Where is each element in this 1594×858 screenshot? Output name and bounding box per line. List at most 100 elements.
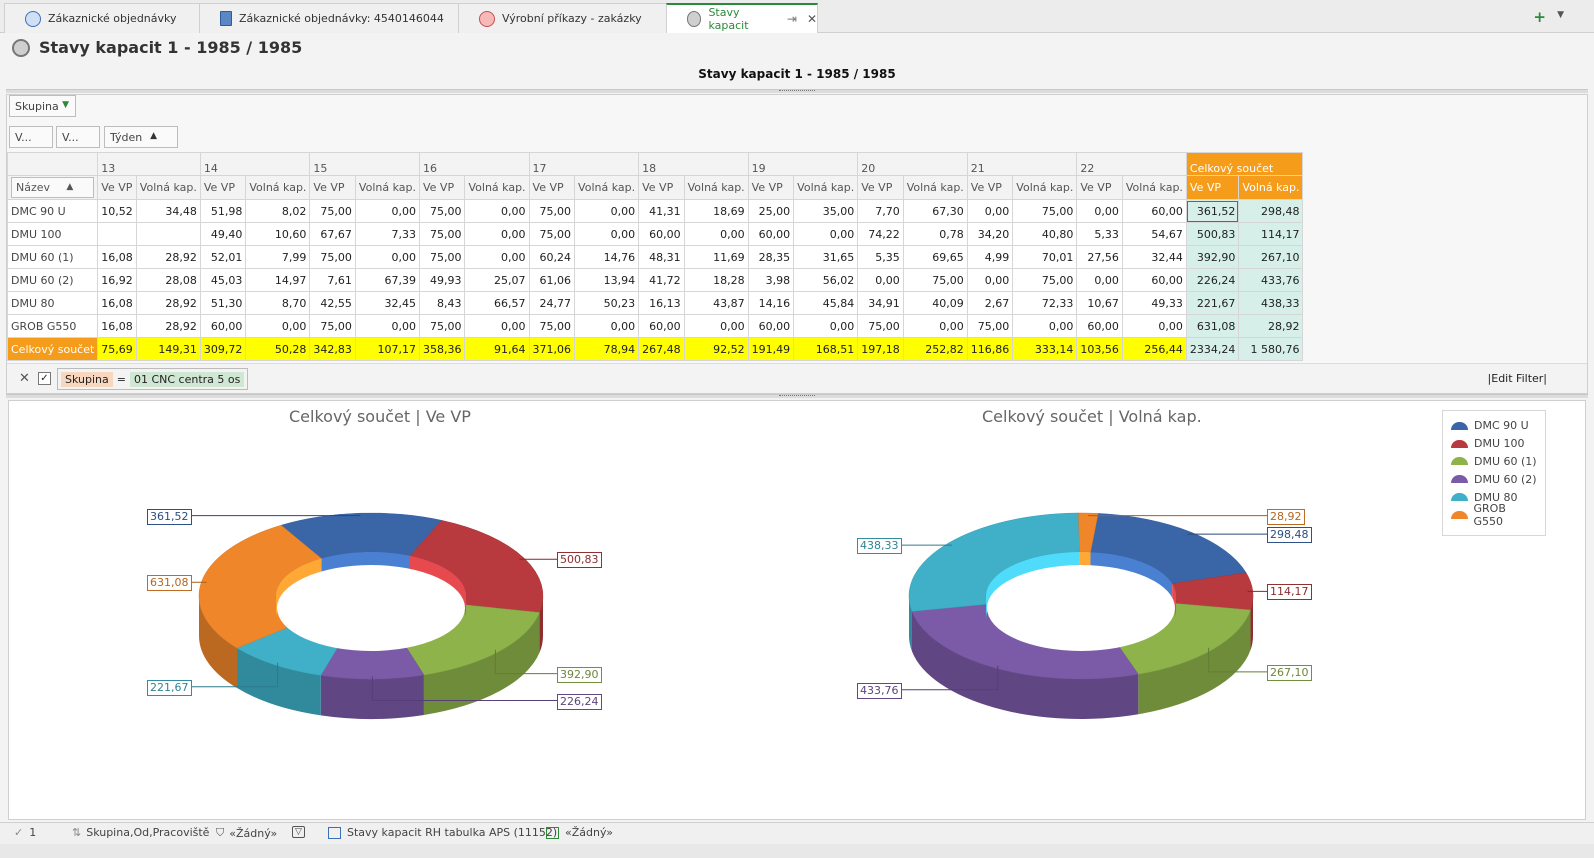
row-field-button[interactable]: Název ▲ — [11, 177, 95, 198]
data-cell[interactable]: 40,09 — [902, 291, 968, 315]
measure-header-ve-vp[interactable]: Ve VP — [528, 175, 576, 200]
data-cell[interactable]: 75,00 — [418, 222, 466, 246]
data-cell[interactable]: 18,69 — [683, 199, 749, 223]
data-cell[interactable]: 0,00 — [464, 199, 530, 223]
grand-total-cell[interactable]: 392,90 — [1185, 245, 1240, 269]
row-header[interactable]: DMU 60 (2) — [6, 268, 99, 292]
data-cell[interactable]: 75,00 — [857, 314, 904, 338]
data-cell[interactable]: 28,92 — [135, 291, 201, 315]
data-cell[interactable]: 75,00 — [418, 199, 466, 223]
data-cell[interactable]: 67,30 — [902, 199, 968, 223]
data-cell[interactable]: 60,00 — [638, 222, 685, 246]
data-cell[interactable]: 8,70 — [245, 291, 311, 315]
week-header[interactable]: 16 — [418, 152, 530, 176]
measure-header-volna-kap[interactable]: Volná kap. — [1121, 175, 1187, 200]
data-cell[interactable]: 7,70 — [857, 199, 904, 223]
total-cell[interactable]: 371,06 — [528, 337, 576, 361]
close-icon[interactable]: ✕ — [806, 12, 817, 26]
grand-total-cell[interactable]: 2334,24 — [1185, 337, 1240, 361]
data-cell[interactable]: 75,00 — [902, 268, 968, 292]
data-cell[interactable]: 2,67 — [966, 291, 1014, 315]
data-cell[interactable]: 67,67 — [309, 222, 356, 246]
week-header[interactable]: 21 — [966, 152, 1078, 176]
data-cell[interactable]: 0,00 — [464, 245, 530, 269]
data-cell[interactable]: 0,00 — [354, 199, 420, 223]
data-cell[interactable]: 66,57 — [464, 291, 530, 315]
measure-header-volna-kap[interactable]: Volná kap. — [793, 175, 859, 200]
total-cell[interactable]: 103,56 — [1076, 337, 1123, 361]
total-cell[interactable]: 50,28 — [245, 337, 311, 361]
chevron-down-icon[interactable]: ▼ — [1557, 10, 1564, 20]
layout-indicator[interactable]: Stavy kapacit RH tabulka APS (11152) — [328, 826, 557, 839]
total-cell[interactable]: 75,69 — [97, 337, 137, 361]
data-cell[interactable]: 3,98 — [747, 268, 795, 292]
data-cell[interactable]: 16,13 — [638, 291, 685, 315]
sort-indicator[interactable]: ⇅ Skupina,Od,Pracoviště — [72, 826, 209, 839]
data-cell[interactable]: 0,00 — [902, 314, 968, 338]
total-cell[interactable]: 267,48 — [638, 337, 685, 361]
tab-customer-orders[interactable]: Zákaznické objednávky — [4, 3, 200, 33]
filter-expression[interactable]: Skupina = 01 CNC centra 5 os — [57, 368, 249, 390]
view-indicator[interactable]: «Žádný» — [546, 826, 613, 839]
data-cell[interactable]: 13,94 — [574, 268, 640, 292]
data-cell[interactable]: 60,24 — [528, 245, 576, 269]
data-cell[interactable]: 75,00 — [1012, 199, 1078, 223]
data-cell[interactable]: 14,97 — [245, 268, 311, 292]
data-cell[interactable]: 34,48 — [135, 199, 201, 223]
data-cell[interactable]: 7,33 — [354, 222, 420, 246]
filter-field-skupina[interactable]: Skupina ▼ — [9, 95, 76, 117]
data-cell[interactable]: 50,23 — [574, 291, 640, 315]
data-cell[interactable]: 16,92 — [97, 268, 137, 292]
total-cell[interactable]: 92,52 — [683, 337, 749, 361]
data-cell[interactable]: 18,28 — [683, 268, 749, 292]
measure-header-volna-kap[interactable]: Volná kap. — [683, 175, 749, 200]
data-cell[interactable]: 54,67 — [1121, 222, 1187, 246]
data-cell[interactable]: 35,00 — [793, 199, 859, 223]
data-cell[interactable]: 0,00 — [354, 245, 420, 269]
measure-header-volna-kap[interactable]: Volná kap. — [354, 175, 420, 200]
data-cell[interactable]: 10,67 — [1076, 291, 1123, 315]
data-cell[interactable]: 75,00 — [528, 199, 576, 223]
pin-icon[interactable]: ⇥ — [786, 12, 797, 26]
data-cell[interactable]: 0,00 — [464, 222, 530, 246]
data-cell[interactable]: 28,08 — [135, 268, 201, 292]
grand-total-cell[interactable]: 221,67 — [1185, 291, 1240, 315]
grand-total-cell[interactable]: 114,17 — [1238, 222, 1304, 246]
data-cell[interactable]: 16,08 — [97, 291, 137, 315]
measure-header-volna-kap[interactable]: Volná kap. — [902, 175, 968, 200]
data-cell[interactable]: 0,00 — [1012, 314, 1078, 338]
total-cell[interactable]: 342,83 — [309, 337, 356, 361]
week-header[interactable]: 19 — [747, 152, 859, 176]
data-cell[interactable]: 42,55 — [309, 291, 356, 315]
data-cell[interactable]: 10,60 — [245, 222, 311, 246]
week-header[interactable]: 20 — [857, 152, 968, 176]
grand-total-cell[interactable]: 631,08 — [1185, 314, 1240, 338]
total-cell[interactable]: 91,64 — [464, 337, 530, 361]
row-header[interactable]: DMU 80 — [6, 291, 99, 315]
grand-total-cell[interactable]: 226,24 — [1185, 268, 1240, 292]
measure-header-ve-vp[interactable]: Ve VP — [1076, 175, 1123, 200]
grand-total-cell[interactable]: 28,92 — [1238, 314, 1304, 338]
data-cell[interactable]: 8,43 — [418, 291, 466, 315]
data-cell[interactable]: 51,98 — [199, 199, 247, 223]
data-cell[interactable]: 11,69 — [683, 245, 749, 269]
data-cell[interactable]: 56,02 — [793, 268, 859, 292]
data-cell[interactable]: 4,99 — [966, 245, 1014, 269]
data-cell[interactable]: 75,00 — [309, 314, 356, 338]
grand-total-cell[interactable]: 500,83 — [1185, 222, 1240, 246]
data-cell[interactable]: 60,00 — [747, 314, 795, 338]
total-cell[interactable]: 333,14 — [1012, 337, 1078, 361]
data-cell[interactable]: 49,40 — [199, 222, 247, 246]
data-cell[interactable]: 75,00 — [309, 199, 356, 223]
data-cell[interactable]: 0,00 — [966, 199, 1014, 223]
data-cell[interactable]: 60,00 — [638, 314, 685, 338]
tab-capacity-states[interactable]: Stavy kapacit ⇥ ✕ — [666, 3, 818, 33]
data-cell[interactable] — [97, 222, 137, 246]
data-cell[interactable]: 0,00 — [574, 199, 640, 223]
total-cell[interactable]: 78,94 — [574, 337, 640, 361]
row-header[interactable]: GROB G550 — [6, 314, 99, 338]
data-cell[interactable]: 69,65 — [902, 245, 968, 269]
total-cell[interactable]: 116,86 — [966, 337, 1014, 361]
data-cell[interactable]: 60,00 — [1076, 314, 1123, 338]
data-cell[interactable]: 16,08 — [97, 245, 137, 269]
